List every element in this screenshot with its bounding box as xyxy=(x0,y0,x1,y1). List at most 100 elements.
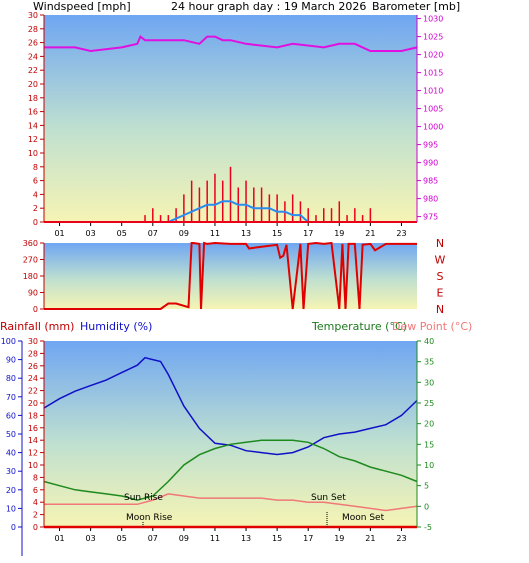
rain-tick-label: 10 xyxy=(28,461,38,470)
humidity-tick-label: 40 xyxy=(6,449,16,458)
panel-temperature-background xyxy=(44,341,417,527)
humidity-tick-label: 30 xyxy=(6,467,16,476)
temperature-tick-label: 20 xyxy=(424,420,434,429)
x-axis-ticks-bottom: 01 03 05 07 09 11 13 15 17 19 21 23 xyxy=(54,528,407,543)
barometer-tick-label: 1005 xyxy=(423,105,443,114)
direction-line xyxy=(44,241,417,310)
rain-tick-label: 14 xyxy=(28,436,38,445)
wind-tick-label: 0 xyxy=(33,218,38,227)
x-tick-label: 13 xyxy=(241,229,251,238)
temperature-tick-label: -5 xyxy=(424,523,432,532)
x-tick-label: 19 xyxy=(334,534,344,543)
dewpoint-label: Dew Point (°C) xyxy=(392,320,472,333)
barometer-line xyxy=(44,35,418,53)
barometer-tick-label: 980 xyxy=(423,195,438,204)
barometer-tick-label: 990 xyxy=(423,159,438,168)
wind-tick-label: 2 xyxy=(33,204,38,213)
x-tick-label: 03 xyxy=(86,534,96,543)
chart-title: 24 hour graph day : 19 March 2026 xyxy=(171,0,366,13)
humidity-axis-ticks: 0 10 20 30 40 50 60 70 80 90 100 xyxy=(1,337,22,532)
direction-axis-ticks: 0 90 180 270 360 xyxy=(23,239,44,314)
humidity-tick-label: 60 xyxy=(6,411,16,420)
wind-tick-label: 4 xyxy=(33,190,38,199)
wind-tick-label: 14 xyxy=(28,121,38,130)
direction-tick-label: 0 xyxy=(33,305,38,314)
x-tick-label: 19 xyxy=(334,229,344,238)
temperature-tick-label: 10 xyxy=(424,461,434,470)
rain-tick-label: 8 xyxy=(33,473,38,482)
barometer-tick-label: 1000 xyxy=(423,123,443,132)
humidity-tick-label: 10 xyxy=(6,504,16,513)
barometer-tick-label: 1010 xyxy=(423,87,443,96)
wind-average-line xyxy=(44,200,417,223)
wind-tick-label: 28 xyxy=(28,25,38,34)
wind-tick-label: 30 xyxy=(28,11,38,20)
barometer-tick-label: 995 xyxy=(423,141,438,150)
humidity-label: Humidity (%) xyxy=(80,320,152,333)
humidity-tick-label: 90 xyxy=(6,356,16,365)
compass-label: N xyxy=(436,303,444,316)
temperature-tick-label: 30 xyxy=(424,378,434,387)
compass-label: W xyxy=(435,254,446,267)
barometer-tick-label: 1015 xyxy=(423,69,443,78)
wind-tick-label: 26 xyxy=(28,39,38,48)
x-tick-label: 11 xyxy=(210,229,220,238)
rainfall-label: Rainfall (mm) xyxy=(0,320,74,333)
rain-tick-label: 26 xyxy=(28,362,38,371)
humidity-tick-label: 20 xyxy=(6,486,16,495)
temperature-axis-ticks: -5 0 5 10 15 20 25 30 35 40 xyxy=(417,337,434,532)
temperature-tick-label: 15 xyxy=(424,440,434,449)
direction-tick-label: 90 xyxy=(28,289,38,298)
x-tick-label: 09 xyxy=(179,534,189,543)
wind-tick-label: 16 xyxy=(28,108,38,117)
x-tick-label: 01 xyxy=(54,229,64,238)
x-tick-label: 05 xyxy=(117,229,127,238)
wind-tick-label: 8 xyxy=(33,163,38,172)
humidity-line xyxy=(43,356,418,456)
direction-series xyxy=(44,241,417,310)
barometer-axis-label: Barometer [mb] xyxy=(372,0,460,13)
dewpoint-line xyxy=(44,493,418,512)
barometer-axis-ticks: 975 980 985 990 995 1000 1005 1010 1015 1020 1025 1… xyxy=(417,15,443,222)
x-tick-label: 03 xyxy=(86,229,96,238)
barometer-tick-label: 985 xyxy=(423,177,438,186)
wind-tick-label: 24 xyxy=(28,52,38,61)
rain-tick-label: 18 xyxy=(28,411,38,420)
x-tick-label: 01 xyxy=(54,534,64,543)
x-tick-label: 07 xyxy=(148,534,158,543)
humidity-tick-label: 100 xyxy=(1,337,16,346)
wind-tick-label: 20 xyxy=(28,80,38,89)
compass-label: N xyxy=(436,237,444,250)
humidity-tick-label: 80 xyxy=(6,374,16,383)
rain-tick-label: 12 xyxy=(28,449,38,458)
rain-tick-label: 0 xyxy=(33,523,38,532)
x-tick-label: 17 xyxy=(303,534,313,543)
x-tick-label: 21 xyxy=(365,534,375,543)
x-tick-label: 15 xyxy=(272,534,282,543)
direction-tick-label: 360 xyxy=(23,239,38,248)
x-tick-label: 17 xyxy=(303,229,313,238)
temperature-tick-label: 5 xyxy=(424,482,429,491)
humidity-tick-label: 0 xyxy=(11,523,16,532)
x-tick-label: 05 xyxy=(117,534,127,543)
x-tick-label: 11 xyxy=(210,534,220,543)
temperature-humidity-series xyxy=(43,356,418,529)
temperature-label: Temperature (°C) xyxy=(311,320,407,333)
wind-barometer-series xyxy=(44,35,418,223)
temperature-tick-label: 25 xyxy=(424,399,434,408)
temperature-tick-label: 35 xyxy=(424,358,434,367)
rain-tick-label: 2 xyxy=(33,511,38,520)
x-tick-label: 13 xyxy=(241,534,251,543)
rain-tick-label: 24 xyxy=(28,374,38,383)
moon-rise-label: Moon Rise xyxy=(126,513,173,523)
rain-tick-label: 28 xyxy=(28,349,38,358)
rain-tick-label: 20 xyxy=(28,399,38,408)
barometer-tick-label: 1030 xyxy=(423,15,443,24)
rain-tick-label: 22 xyxy=(28,387,38,396)
rain-tick-label: 16 xyxy=(28,424,38,433)
x-tick-label: 07 xyxy=(148,229,158,238)
humidity-tick-label: 70 xyxy=(6,393,16,402)
